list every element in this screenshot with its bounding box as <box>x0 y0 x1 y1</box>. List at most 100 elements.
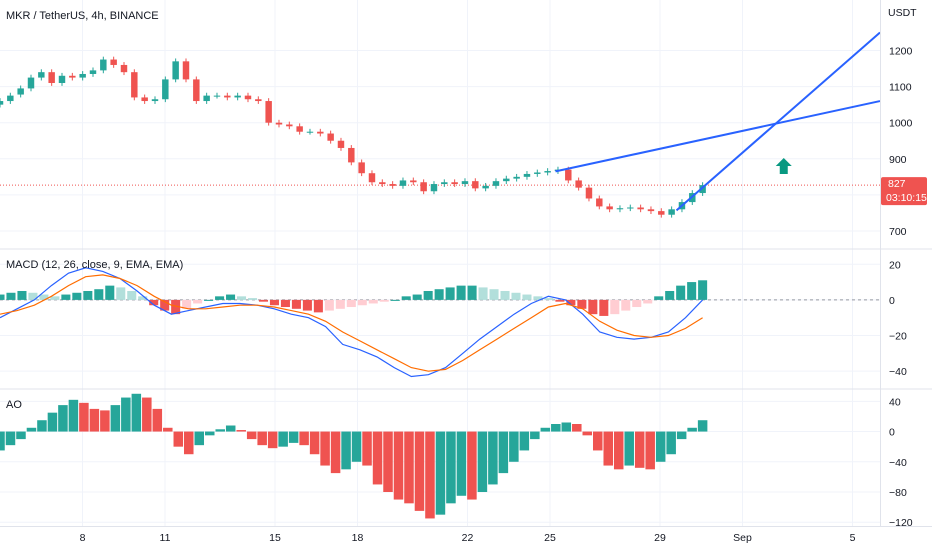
macd-histogram-bar <box>138 296 148 300</box>
ao-histogram-bar <box>89 408 100 432</box>
candle-body <box>296 126 303 132</box>
candle-body <box>286 124 293 127</box>
macd-histogram-bar <box>302 299 312 311</box>
ao-histogram-bar <box>634 431 645 468</box>
candle-body <box>389 184 396 186</box>
candle <box>203 92 210 104</box>
candle <box>17 85 24 98</box>
ao-histogram-bar <box>58 405 68 432</box>
ao-histogram-bar <box>184 431 194 455</box>
candle <box>379 179 386 187</box>
macd-histogram-bar <box>171 299 181 315</box>
macd-histogram-bar <box>346 299 356 308</box>
arrow-up-icon[interactable] <box>775 158 792 174</box>
candle-body <box>368 173 376 183</box>
candle <box>224 92 231 101</box>
time-axis-label: 5 <box>850 532 856 544</box>
candle <box>213 92 221 99</box>
macd-histogram-bar <box>357 299 367 306</box>
ao-histogram-bar <box>687 427 697 432</box>
candle <box>430 181 438 195</box>
price-axis-label: 0 <box>889 427 895 439</box>
candle-body <box>7 95 14 102</box>
candle <box>69 72 76 81</box>
ao-histogram-bar <box>100 410 110 432</box>
candle <box>131 69 138 101</box>
macd-histogram-bar <box>127 290 137 300</box>
candle-body <box>410 180 417 183</box>
candle-body <box>193 79 200 102</box>
ao-histogram-bar <box>204 431 215 436</box>
candle-body <box>637 207 644 210</box>
candle <box>286 121 293 130</box>
ao-histogram-bar <box>509 431 519 462</box>
candle-body <box>0 101 4 105</box>
ao-histogram-bar <box>351 431 362 462</box>
candle-body <box>596 198 603 207</box>
candle <box>182 58 190 83</box>
ao-histogram-bar <box>666 431 676 455</box>
ao-histogram-bar <box>68 399 79 432</box>
time-axis-label: Sep <box>733 532 752 544</box>
candle <box>162 76 169 103</box>
macd-histogram-bar <box>489 289 499 300</box>
candle-body <box>265 101 272 123</box>
trendline[interactable] <box>555 100 881 173</box>
candle-body <box>348 147 355 163</box>
candle <box>368 170 376 186</box>
candle <box>327 130 334 144</box>
macd-histogram-bar <box>665 290 675 300</box>
candle-body <box>203 95 210 102</box>
candle-body <box>441 182 448 185</box>
macd-histogram-bar <box>6 292 16 300</box>
trendline[interactable] <box>675 31 881 212</box>
candle <box>89 67 97 77</box>
ao-histogram-bar <box>121 397 131 432</box>
macd-histogram-bar <box>544 298 554 300</box>
ao-histogram-bar <box>320 431 330 466</box>
macd-histogram-bar <box>94 289 104 300</box>
trendlines[interactable] <box>555 31 881 212</box>
macd-histogram-bar <box>324 299 334 311</box>
macd-histogram-bar <box>247 298 258 300</box>
ao-pane: AO <box>0 393 708 519</box>
macd-histogram-bar <box>522 294 532 300</box>
candle-body <box>275 122 283 125</box>
price-axis-label: 1200 <box>889 46 913 58</box>
macd-histogram-bar <box>511 292 521 300</box>
ao-histogram-bar <box>309 431 320 455</box>
macd-histogram-bar <box>204 299 214 301</box>
ao-histogram-bar <box>5 431 16 446</box>
macd-histogram-bar <box>105 285 115 300</box>
candle <box>420 179 427 195</box>
candle <box>265 98 272 126</box>
time-axis-label: 29 <box>654 532 666 544</box>
candle-body <box>172 61 179 80</box>
macd-histogram-bar <box>226 294 236 300</box>
time-axis[interactable]: 8 11 15 18 22 25 29 Sep 5 <box>80 532 856 544</box>
candle <box>699 182 706 196</box>
candle <box>399 177 407 189</box>
macd-histogram-bar <box>676 285 686 300</box>
candle <box>110 56 117 68</box>
candle-body <box>503 178 510 182</box>
candle <box>647 206 655 214</box>
candle-body <box>17 88 24 95</box>
macd-histogram-bar <box>390 299 400 301</box>
price-axis-label: −120 <box>889 517 913 529</box>
macd-histogram-bar <box>258 299 269 302</box>
macd-histogram-bar <box>412 294 422 300</box>
candle-body <box>461 181 469 185</box>
candle-body <box>58 75 66 83</box>
ao-histogram-bar <box>530 431 540 440</box>
macd-histogram-bar <box>533 296 543 300</box>
macd-histogram-bar <box>577 299 587 309</box>
ao-histogram-bar <box>215 429 225 432</box>
candle-body <box>162 79 169 100</box>
candle-body <box>110 59 117 65</box>
candle-body <box>420 182 427 192</box>
ao-histogram-bar <box>16 431 26 440</box>
macd-pane-title: MACD (12, 26, close, 9, EMA, EMA) <box>6 259 183 271</box>
candle-body <box>606 206 613 210</box>
macd-histogram-bar <box>39 294 49 300</box>
